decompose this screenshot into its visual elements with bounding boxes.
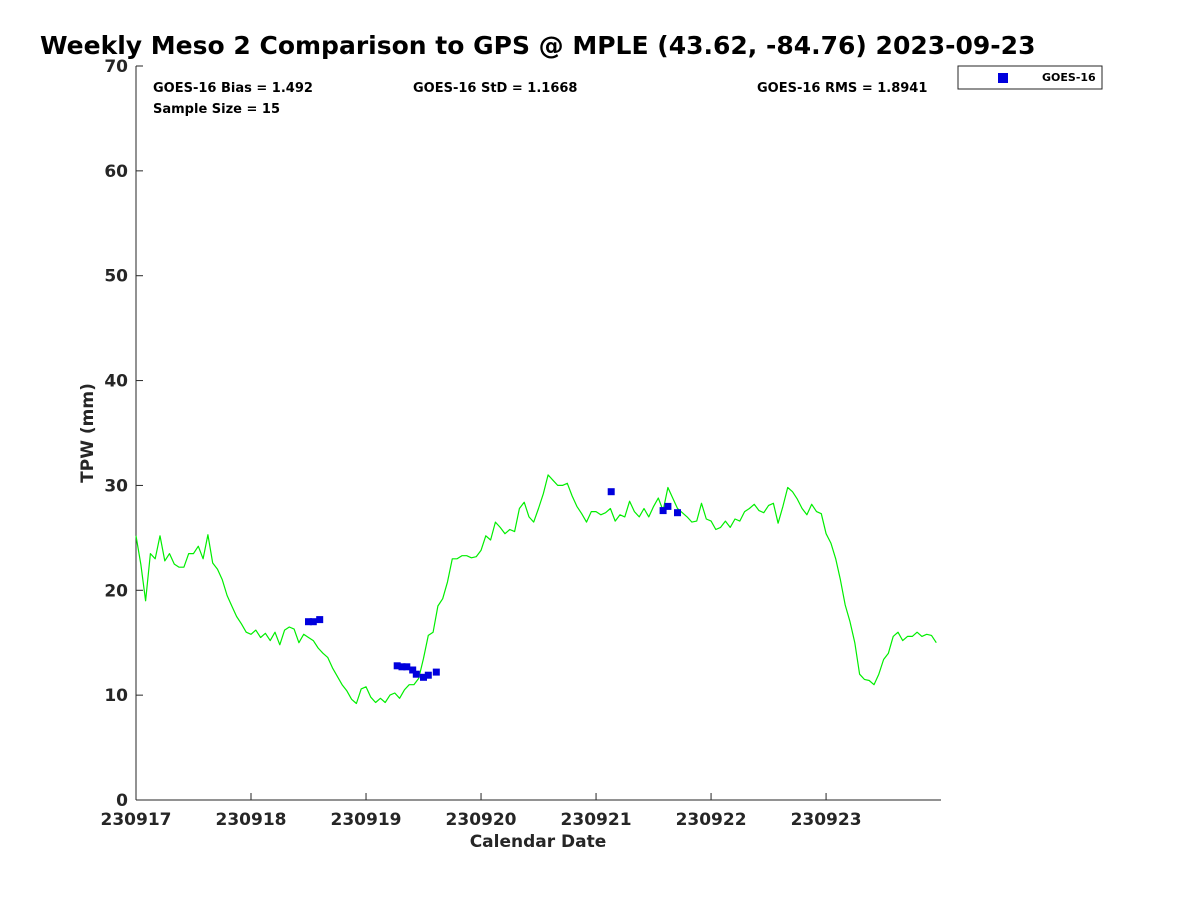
legend: GOES-16 bbox=[957, 65, 1103, 90]
goes16-point bbox=[409, 666, 417, 674]
chart-title: Weekly Meso 2 Comparison to GPS @ MPLE (… bbox=[40, 31, 1035, 60]
gps-tpw-line bbox=[135, 474, 937, 705]
y-tick-label: 10 bbox=[104, 686, 128, 706]
bias-stat: GOES-16 Bias = 1.492 bbox=[153, 81, 313, 96]
x-tick-label: 230917 bbox=[101, 810, 172, 830]
goes16-point bbox=[607, 488, 615, 496]
y-tick-label: 50 bbox=[104, 267, 128, 287]
y-axis-label: TPW (mm) bbox=[78, 383, 98, 483]
goes16-point bbox=[664, 502, 672, 510]
goes16-point bbox=[659, 507, 667, 515]
goes16-point bbox=[316, 616, 324, 624]
y-tick-label: 30 bbox=[104, 476, 128, 496]
legend-label-goes16: GOES-16 bbox=[1042, 71, 1096, 84]
goes16-point bbox=[398, 663, 406, 671]
y-tick-label: 70 bbox=[104, 57, 128, 77]
x-tick-label: 230919 bbox=[331, 810, 402, 830]
y-ticks: 0 10 20 30 40 50 60 70 bbox=[104, 57, 143, 811]
std-stat: GOES-16 StD = 1.1668 bbox=[413, 81, 577, 96]
x-tick-label: 230921 bbox=[561, 810, 632, 830]
y-tick-label: 20 bbox=[104, 581, 128, 601]
series-layer bbox=[135, 474, 937, 705]
legend-marker-goes16 bbox=[998, 73, 1008, 83]
x-axis-label: Calendar Date bbox=[470, 832, 607, 852]
x-tick-label: 230922 bbox=[676, 810, 747, 830]
goes16-point bbox=[393, 662, 401, 670]
goes16-point bbox=[420, 673, 427, 681]
x-tick-label: 230920 bbox=[446, 810, 517, 830]
x-tick-label: 230918 bbox=[216, 810, 287, 830]
goes16-point bbox=[412, 670, 420, 678]
x-tick-label: 230923 bbox=[791, 810, 862, 830]
goes16-point bbox=[305, 618, 312, 626]
rms-stat: GOES-16 RMS = 1.8941 bbox=[757, 81, 927, 96]
goes16-point bbox=[432, 668, 440, 676]
plot-area: 0 10 20 30 40 50 60 70 230917 230918 230919 230920… bbox=[101, 57, 941, 830]
goes16-point bbox=[309, 618, 317, 626]
x-ticks: 230917 230918 230919 230920 230921 230922 2309… bbox=[101, 793, 862, 830]
y-tick-label: 0 bbox=[116, 791, 128, 811]
y-tick-label: 40 bbox=[104, 372, 128, 392]
y-tick-label: 60 bbox=[104, 162, 128, 182]
goes16-point bbox=[424, 671, 432, 679]
goes16-point bbox=[674, 509, 681, 517]
goes16-point bbox=[403, 663, 411, 671]
legend-box bbox=[957, 65, 1103, 90]
sample-size-stat: Sample Size = 15 bbox=[153, 102, 280, 117]
